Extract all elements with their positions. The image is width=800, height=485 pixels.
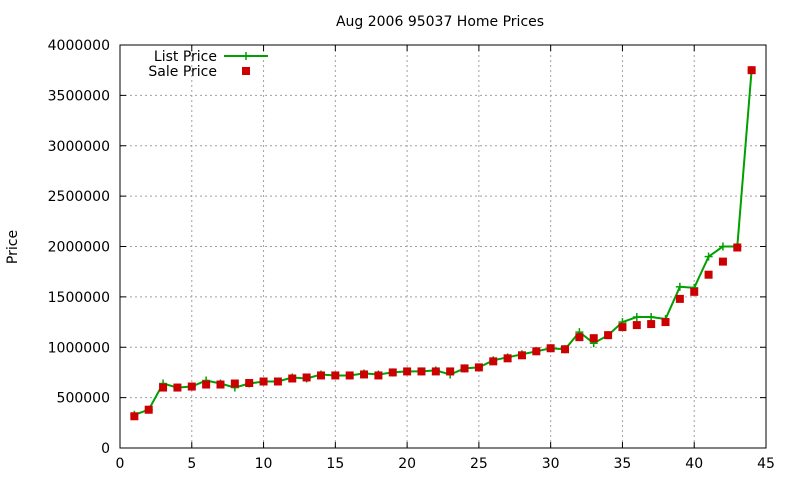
sale-price-point bbox=[561, 345, 570, 354]
list-price-line bbox=[134, 70, 753, 416]
sale-price-point bbox=[675, 294, 684, 303]
sale-price-point bbox=[517, 351, 526, 360]
x-tick-label: 25 bbox=[470, 456, 488, 472]
y-axis-label: Price bbox=[5, 230, 21, 264]
legend-sample-sale-price bbox=[242, 67, 250, 75]
sale-price-point bbox=[273, 377, 282, 386]
axes: 0 5 10 15 20 25 30 35 40 45 0 500000 1000000 1500000 2… bbox=[48, 38, 775, 472]
sale-price-point bbox=[360, 370, 369, 379]
y-tick-label: 500000 bbox=[57, 391, 110, 407]
y-tick-label: 3000000 bbox=[48, 139, 110, 155]
legend-label-sale-price: Sale Price bbox=[148, 64, 217, 80]
sale-price-point bbox=[474, 363, 483, 372]
sale-price-point bbox=[316, 371, 325, 380]
series-layer bbox=[130, 66, 756, 421]
sale-price-point bbox=[503, 354, 512, 363]
sale-price-point bbox=[144, 405, 153, 414]
sale-price-point bbox=[647, 320, 656, 329]
x-tick-label: 15 bbox=[326, 456, 344, 472]
sale-price-point bbox=[661, 318, 670, 327]
sale-price-point bbox=[403, 367, 412, 376]
legend: List Price Sale Price bbox=[148, 49, 268, 80]
x-tick-label: 45 bbox=[757, 456, 775, 472]
sale-price-point bbox=[187, 382, 196, 391]
sale-price-point bbox=[446, 367, 455, 376]
sale-price-point bbox=[245, 379, 254, 388]
y-tick-label: 0 bbox=[101, 441, 110, 457]
sale-price-point bbox=[288, 374, 297, 383]
y-tick-label: 2000000 bbox=[48, 240, 110, 256]
sale-price-point bbox=[460, 364, 469, 373]
x-tick-label: 30 bbox=[542, 456, 560, 472]
sale-price-point bbox=[690, 287, 699, 296]
sale-price-point bbox=[345, 371, 354, 380]
sale-price-point bbox=[331, 371, 340, 380]
sale-price-point bbox=[302, 373, 311, 382]
sale-price-point bbox=[159, 383, 168, 392]
chart-title: Aug 2006 95037 Home Prices bbox=[336, 14, 544, 30]
x-tick-label: 0 bbox=[116, 456, 125, 472]
sale-price-point bbox=[202, 380, 211, 389]
legend-sale-square bbox=[242, 67, 250, 75]
sale-price-point bbox=[733, 243, 742, 252]
sale-price-point bbox=[130, 412, 139, 421]
list-price-point bbox=[704, 252, 713, 261]
sale-price-point bbox=[532, 347, 541, 356]
list-price-point bbox=[632, 313, 641, 322]
sale-price-point bbox=[618, 323, 627, 332]
sale-price-point bbox=[374, 371, 383, 380]
sale-price-point bbox=[604, 331, 613, 340]
sale-price-point bbox=[718, 257, 727, 266]
y-tick-label: 1000000 bbox=[48, 340, 110, 356]
sale-price-point bbox=[417, 367, 426, 376]
sale-price-point bbox=[259, 377, 268, 386]
y-tick-label: 2500000 bbox=[48, 189, 110, 205]
sale-price-point bbox=[489, 357, 498, 366]
sale-price-point bbox=[388, 368, 397, 377]
x-tick-label: 10 bbox=[255, 456, 273, 472]
legend-label-list-price: List Price bbox=[154, 49, 217, 65]
y-tick-label: 3500000 bbox=[48, 88, 110, 104]
legend-sample-list-price bbox=[224, 52, 268, 60]
list-price-point bbox=[718, 242, 727, 251]
sale-price-point bbox=[747, 66, 756, 75]
sale-price-point bbox=[632, 321, 641, 330]
sale-price-point bbox=[589, 334, 598, 343]
sale-price-point bbox=[704, 270, 713, 279]
x-tick-label: 20 bbox=[398, 456, 416, 472]
sale-price-point bbox=[230, 379, 239, 388]
list-price-point bbox=[647, 313, 656, 322]
sale-price-point bbox=[546, 344, 555, 353]
list-price-point bbox=[675, 282, 684, 291]
sale-price-point bbox=[575, 333, 584, 342]
x-tick-label: 40 bbox=[685, 456, 703, 472]
x-tick-label: 5 bbox=[187, 456, 196, 472]
sale-price-point bbox=[173, 383, 182, 392]
sale-price-point bbox=[431, 367, 440, 376]
y-tick-label: 4000000 bbox=[48, 38, 110, 54]
x-tick-label: 35 bbox=[614, 456, 632, 472]
sale-price-point bbox=[216, 380, 225, 389]
y-tick-label: 1500000 bbox=[48, 290, 110, 306]
